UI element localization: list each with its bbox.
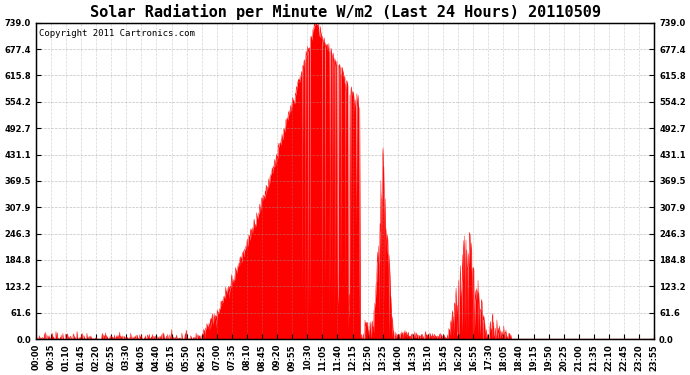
- Text: Copyright 2011 Cartronics.com: Copyright 2011 Cartronics.com: [39, 29, 195, 38]
- Title: Solar Radiation per Minute W/m2 (Last 24 Hours) 20110509: Solar Radiation per Minute W/m2 (Last 24…: [90, 4, 600, 20]
